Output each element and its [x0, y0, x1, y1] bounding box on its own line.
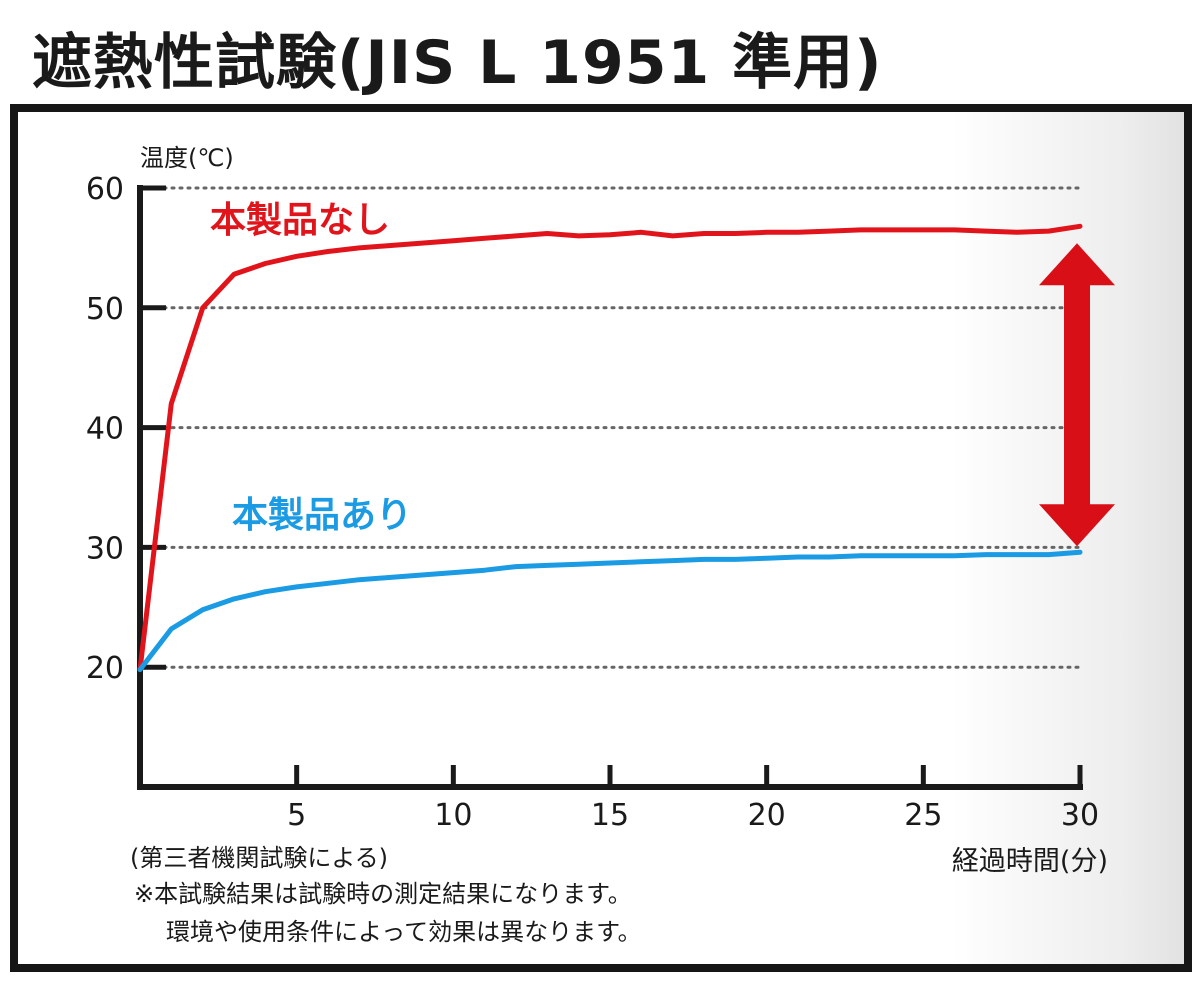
x-tick-label: 10	[434, 798, 472, 833]
difference-arrow	[1039, 243, 1115, 547]
series-line	[137, 549, 1083, 673]
x-axis-title: 経過時間(分)	[952, 846, 1108, 877]
y-tick-label: 50	[86, 292, 124, 327]
disclaimer-line: ※本試験結果は試験時の測定結果になります。	[134, 880, 632, 908]
series-label: 本製品なし	[210, 200, 390, 241]
series-label: 本製品あり	[232, 495, 412, 536]
series-line	[137, 223, 1083, 673]
y-axis-title: 温度(℃)	[140, 144, 234, 172]
x-tick-label: 15	[591, 798, 629, 833]
chart-frame	[10, 104, 1192, 972]
y-tick-label: 40	[86, 412, 124, 447]
y-tick-label: 60	[86, 172, 124, 207]
source-note: (第三者機関試験による)	[130, 844, 388, 872]
x-tick-label: 20	[748, 798, 786, 833]
page-title: 遮熱性試験(JIS L 1951 準用)	[32, 28, 883, 98]
y-tick-label: 30	[86, 531, 124, 566]
x-tick-label: 30	[1061, 798, 1099, 833]
y-tick-label: 20	[86, 651, 124, 686]
x-tick-label: 5	[287, 798, 306, 833]
disclaimer-line: 環境や使用条件によって効果は異なります。	[166, 918, 642, 946]
x-tick-label: 25	[904, 798, 942, 833]
